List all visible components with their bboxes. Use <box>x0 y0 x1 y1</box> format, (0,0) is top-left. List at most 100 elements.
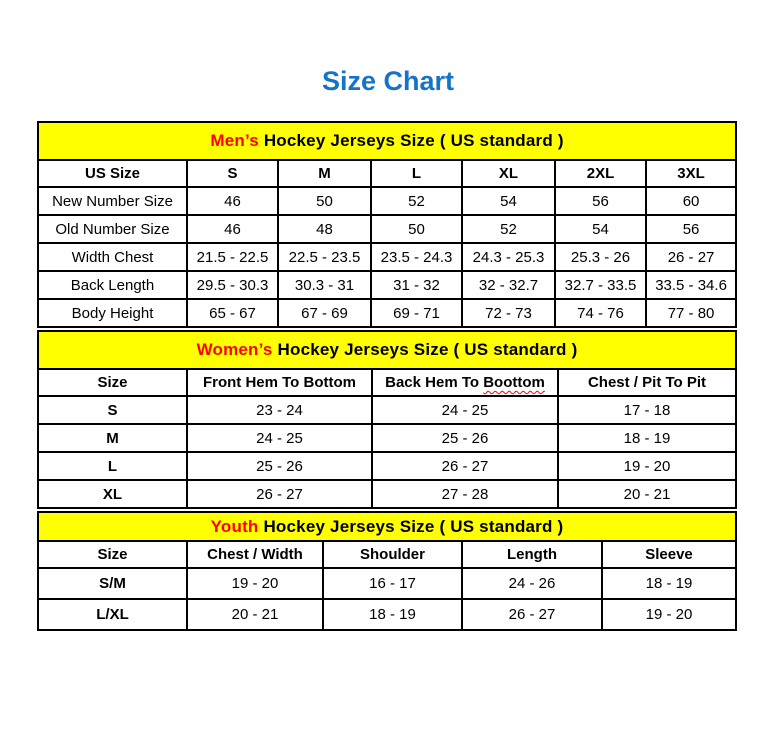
column-header-text: Back Hem To <box>385 374 484 391</box>
row-label: Old Number Size <box>37 214 188 244</box>
value-cell: 33.5 - 34.6 <box>644 270 738 300</box>
column-header: 2XL <box>554 159 647 188</box>
value-cell: 56 <box>554 186 647 216</box>
row-label: S <box>37 395 188 425</box>
value-cell: 26 - 27 <box>644 242 738 272</box>
value-cell: 52 <box>461 214 556 244</box>
value-cell: 22.5 - 23.5 <box>277 242 372 272</box>
womens-size-table: Women’s Hockey Jerseys Size ( US standar… <box>37 330 737 509</box>
value-cell: 50 <box>370 214 463 244</box>
row-label: Width Chest <box>37 242 188 272</box>
misspelled-word: Boottom <box>483 374 545 391</box>
value-cell: 32.7 - 33.5 <box>554 270 647 300</box>
row-label: L/XL <box>37 598 188 631</box>
youth-section-header-text: Hockey Jerseys Size ( US standard ) <box>258 516 564 536</box>
value-cell: 25.3 - 26 <box>554 242 647 272</box>
value-cell: 26 - 27 <box>186 479 373 509</box>
value-cell: 18 - 19 <box>557 423 737 453</box>
row-label: M <box>37 423 188 453</box>
column-header: Size <box>37 368 188 397</box>
mens-section-header: Men’s Hockey Jerseys Size ( US standard … <box>36 121 738 161</box>
value-cell: 54 <box>554 214 647 244</box>
value-cell: 25 - 26 <box>186 451 373 481</box>
youth-section-header-accent: Youth <box>210 516 259 536</box>
value-cell: 50 <box>277 186 372 216</box>
table-row: Back Length 29.5 - 30.3 30.3 - 31 31 - 3… <box>37 270 738 300</box>
column-header: Length <box>461 540 603 569</box>
value-cell: 65 - 67 <box>186 298 279 328</box>
value-cell: 26 - 27 <box>461 598 603 631</box>
mens-section-header-accent: Men’s <box>210 131 259 150</box>
youth-size-table: Youth Hockey Jerseys Size ( US standard … <box>37 511 737 631</box>
value-cell: 24.3 - 25.3 <box>461 242 556 272</box>
mens-section-header-text: Hockey Jerseys Size ( US standard ) <box>258 131 564 150</box>
value-cell: 77 - 80 <box>644 298 738 328</box>
value-cell: 17 - 18 <box>557 395 737 425</box>
table-row: Body Height 65 - 67 67 - 69 69 - 71 72 -… <box>37 298 738 328</box>
value-cell: 54 <box>461 186 556 216</box>
mens-column-header-row: US Size S M L XL 2XL 3XL <box>37 159 738 188</box>
value-cell: 72 - 73 <box>461 298 556 328</box>
value-cell: 48 <box>277 214 372 244</box>
value-cell: 20 - 21 <box>186 598 324 631</box>
value-cell: 24 - 26 <box>461 567 603 600</box>
table-row: New Number Size 46 50 52 54 56 60 <box>37 186 738 216</box>
value-cell: 18 - 19 <box>322 598 463 631</box>
table-row: XL 26 - 27 27 - 28 20 - 21 <box>37 479 737 509</box>
womens-section-header-row: Women’s Hockey Jerseys Size ( US standar… <box>37 330 737 370</box>
column-header: Sleeve <box>601 540 737 569</box>
table-row: S 23 - 24 24 - 25 17 - 18 <box>37 395 737 425</box>
row-label: Back Length <box>37 270 188 300</box>
youth-column-header-row: Size Chest / Width Shoulder Length Sleev… <box>37 540 737 569</box>
value-cell: 26 - 27 <box>371 451 559 481</box>
table-row: S/M 19 - 20 16 - 17 24 - 26 18 - 19 <box>37 567 737 600</box>
value-cell: 19 - 20 <box>601 598 737 631</box>
page-title: Size Chart <box>321 66 455 96</box>
table-row: M 24 - 25 25 - 26 18 - 19 <box>37 423 737 453</box>
column-header: Chest / Pit To Pit <box>557 368 737 397</box>
value-cell: 21.5 - 22.5 <box>186 242 279 272</box>
column-header: Shoulder <box>322 540 463 569</box>
column-header: Chest / Width <box>186 540 324 569</box>
value-cell: 74 - 76 <box>554 298 647 328</box>
value-cell: 24 - 25 <box>186 423 373 453</box>
value-cell: 52 <box>370 186 463 216</box>
womens-section-header-text: Hockey Jerseys Size ( US standard ) <box>272 340 578 359</box>
value-cell: 19 - 20 <box>186 567 324 600</box>
youth-section-header-row: Youth Hockey Jerseys Size ( US standard … <box>37 511 737 542</box>
value-cell: 18 - 19 <box>601 567 737 600</box>
value-cell: 31 - 32 <box>370 270 463 300</box>
value-cell: 20 - 21 <box>557 479 737 509</box>
value-cell: 23 - 24 <box>186 395 373 425</box>
value-cell: 25 - 26 <box>371 423 559 453</box>
youth-section-header: Youth Hockey Jerseys Size ( US standard … <box>37 511 737 542</box>
row-label: XL <box>37 479 188 509</box>
mens-size-table: Men’s Hockey Jerseys Size ( US standard … <box>36 121 738 328</box>
table-row: Old Number Size 46 48 50 52 54 56 <box>37 214 738 244</box>
column-header: US Size <box>37 159 188 188</box>
column-header: XL <box>461 159 556 188</box>
table-row: L/XL 20 - 21 18 - 19 26 - 27 19 - 20 <box>37 598 737 631</box>
value-cell: 19 - 20 <box>557 451 737 481</box>
column-header: S <box>186 159 279 188</box>
row-label: New Number Size <box>37 186 188 216</box>
row-label: S/M <box>37 567 188 600</box>
value-cell: 16 - 17 <box>322 567 463 600</box>
value-cell: 56 <box>644 214 738 244</box>
value-cell: 60 <box>644 186 738 216</box>
value-cell: 69 - 71 <box>370 298 463 328</box>
value-cell: 67 - 69 <box>277 298 372 328</box>
value-cell: 23.5 - 24.3 <box>370 242 463 272</box>
column-header: Size <box>37 540 188 569</box>
value-cell: 27 - 28 <box>371 479 559 509</box>
value-cell: 46 <box>186 186 279 216</box>
column-header: 3XL <box>644 159 738 188</box>
table-row: Width Chest 21.5 - 22.5 22.5 - 23.5 23.5… <box>37 242 738 272</box>
womens-section-header-accent: Women’s <box>196 340 273 359</box>
value-cell: 29.5 - 30.3 <box>186 270 279 300</box>
row-label: Body Height <box>37 298 188 328</box>
column-header: Front Hem To Bottom <box>186 368 373 397</box>
value-cell: 46 <box>186 214 279 244</box>
size-chart: Men’s Hockey Jerseys Size ( US standard … <box>0 121 776 631</box>
column-header: M <box>277 159 372 188</box>
